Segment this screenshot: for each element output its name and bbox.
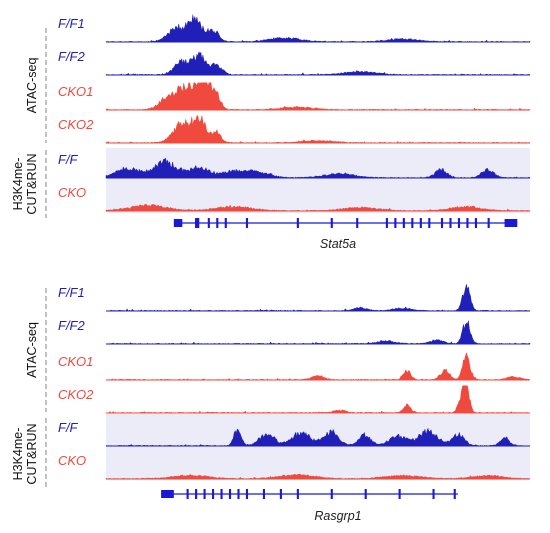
gene-exon	[394, 218, 397, 228]
signal-track	[105, 428, 531, 447]
gene-exon	[411, 218, 414, 228]
gene-exon	[228, 489, 232, 499]
gene-exon	[224, 218, 227, 228]
gene-exon	[279, 489, 282, 499]
gene-exon	[296, 489, 299, 499]
signal-track	[105, 14, 531, 43]
track-label: F/F2	[58, 318, 85, 333]
track-label: CKO2	[58, 387, 94, 402]
gene-exon	[440, 218, 444, 228]
gene-exon	[457, 218, 461, 228]
track-label: CKO	[58, 453, 86, 468]
gene-exon	[466, 218, 469, 228]
gene-exon	[385, 218, 388, 228]
signal-track	[105, 203, 531, 212]
gene-exon	[402, 218, 405, 228]
gene-label: Rasgrp1	[314, 509, 361, 523]
signal-track	[105, 385, 531, 414]
gene-exon	[330, 489, 333, 499]
group-label: H3K4me-	[11, 158, 25, 211]
gene-exon	[449, 218, 452, 228]
gene-exon	[356, 218, 359, 228]
signal-track	[105, 352, 531, 381]
gene-exon	[432, 489, 435, 499]
gene-exon	[364, 489, 367, 499]
gene-exon	[245, 489, 249, 499]
cutrun-background	[106, 148, 530, 213]
cutrun-background	[106, 414, 530, 480]
track-label: CKO	[58, 185, 86, 200]
gene-exon	[207, 218, 210, 228]
track-label: F/F	[58, 420, 79, 435]
gene-exon	[245, 218, 249, 228]
panel-rasgrp1: ATAC-seq H3K4me- CUT&RUN F/F1 F/F2 CKO1 CKO2 F/…	[11, 284, 531, 523]
signal-track	[105, 473, 531, 480]
signal-track	[105, 157, 531, 179]
gene-exon	[487, 218, 490, 228]
gene-exon	[237, 489, 240, 499]
gene-exon	[398, 489, 401, 499]
gene-exon	[428, 218, 431, 228]
gene-exon	[195, 489, 198, 499]
track-label: F/F	[58, 152, 79, 167]
gene-exon	[203, 489, 206, 499]
panel-stat5a: ATAC-seq H3K4me- CUT&RUN F/F1 F/F2 CKO1 CKO2 F/…	[11, 14, 531, 251]
group-label: CUT&RUN	[25, 423, 39, 484]
gene-exon	[453, 489, 456, 499]
gene-exon	[330, 218, 333, 228]
gene-exon	[186, 489, 189, 499]
signal-track	[105, 51, 531, 76]
gene-exon	[220, 489, 223, 499]
group-label: ATAC-seq	[25, 322, 39, 378]
gene-exon	[504, 219, 518, 227]
track-label: CKO1	[58, 354, 93, 369]
gene-exon	[212, 489, 215, 499]
gene-label: Stat5a	[320, 237, 356, 251]
group-label: ATAC-seq	[25, 58, 39, 114]
track-label: F/F1	[58, 16, 85, 31]
gene-exon	[296, 218, 299, 228]
gene-exon	[474, 218, 477, 228]
gene-exon	[262, 489, 265, 499]
track-label: CKO1	[58, 84, 93, 99]
track-label: CKO2	[58, 117, 94, 132]
gene-exon	[161, 490, 174, 498]
signal-track	[105, 115, 531, 144]
group-label: CUT&RUN	[25, 153, 39, 214]
gene-exon	[173, 219, 183, 227]
gene-exon	[195, 218, 200, 228]
track-label: F/F1	[58, 285, 85, 300]
signal-track	[105, 284, 531, 312]
track-label: F/F2	[58, 49, 85, 64]
gene-exon	[419, 218, 422, 228]
signal-track	[105, 320, 531, 345]
group-label: H3K4me-	[11, 428, 25, 481]
gene-exon	[216, 218, 219, 228]
signal-track	[105, 82, 531, 111]
